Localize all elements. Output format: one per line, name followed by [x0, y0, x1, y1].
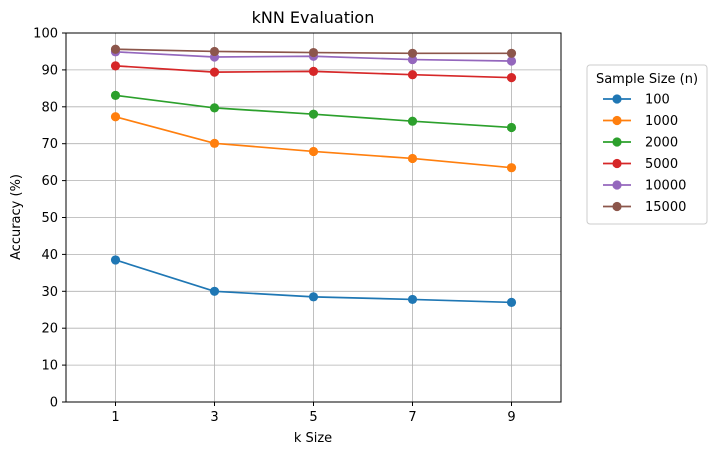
- y-tick-label: 40: [41, 248, 58, 263]
- x-axis-title: k Size: [294, 431, 332, 446]
- y-tick-label: 70: [41, 137, 58, 152]
- y-tick-label: 20: [41, 322, 58, 337]
- legend-swatch-marker: [612, 201, 622, 212]
- legend-item: 2000: [603, 136, 678, 151]
- y-axis-title: Accuracy (%): [9, 174, 24, 260]
- y-tick-label: 80: [41, 100, 58, 115]
- grid: [66, 32, 561, 403]
- legend-swatch-marker: [612, 158, 622, 169]
- data-point: [308, 109, 319, 119]
- legend-item: 1000: [603, 114, 678, 129]
- data-point: [209, 138, 220, 148]
- x-tick-label: 5: [309, 410, 317, 425]
- series-layer: [110, 44, 517, 307]
- x-tick-label: 3: [210, 410, 218, 425]
- legend-swatch-marker: [612, 115, 622, 126]
- data-point: [407, 116, 418, 126]
- data-point: [407, 153, 418, 164]
- chart-title: kNN Evaluation: [252, 8, 375, 27]
- data-point: [506, 122, 517, 133]
- data-point: [209, 46, 220, 57]
- series-2000: [110, 90, 517, 133]
- legend-item: 100: [603, 93, 670, 108]
- legend-label: 10000: [645, 179, 686, 194]
- x-tick-label: 1: [111, 410, 119, 425]
- data-point: [506, 73, 517, 83]
- data-point: [506, 48, 517, 58]
- data-point: [209, 103, 220, 113]
- series-15000: [110, 44, 517, 58]
- legend-swatch-marker: [612, 137, 622, 147]
- data-point: [110, 255, 121, 265]
- legend-title: Sample Size (n): [596, 72, 698, 87]
- legend-item: 5000: [603, 157, 678, 172]
- legend-label: 1000: [645, 114, 678, 129]
- legend-label: 100: [645, 93, 670, 108]
- legend-item: 10000: [603, 179, 686, 194]
- data-point: [308, 146, 319, 157]
- x-tick-label: 7: [408, 410, 416, 425]
- data-point: [110, 61, 121, 71]
- data-point: [308, 66, 319, 76]
- legend-label: 5000: [645, 157, 678, 172]
- legend-swatch-marker: [612, 180, 622, 190]
- y-tick-label: 0: [50, 396, 58, 411]
- data-point: [506, 56, 517, 66]
- data-point: [209, 67, 220, 77]
- data-point: [407, 48, 418, 58]
- legend-item: 15000: [603, 200, 686, 215]
- data-point: [506, 163, 517, 173]
- x-tick-label: 9: [507, 410, 515, 425]
- series-1000: [110, 112, 517, 173]
- series-5000: [110, 61, 517, 83]
- data-point: [308, 292, 319, 302]
- legend-swatch-marker: [612, 94, 622, 104]
- y-tick-label: 30: [41, 285, 58, 300]
- data-point: [110, 44, 121, 54]
- legend-label: 15000: [645, 200, 686, 215]
- y-tick-label: 10: [41, 359, 58, 374]
- data-point: [407, 70, 418, 80]
- data-point: [209, 286, 220, 296]
- data-point: [506, 297, 517, 307]
- y-tick-label: 100: [33, 27, 58, 42]
- series-100: [110, 255, 517, 307]
- y-tick-label: 50: [41, 211, 58, 226]
- data-point: [407, 294, 418, 305]
- y-tick-label: 60: [41, 174, 58, 189]
- data-point: [308, 47, 319, 58]
- legend-label: 2000: [645, 136, 678, 151]
- legend: Sample Size (n) 100 1000 2000 5000 10000 15000: [586, 64, 708, 225]
- data-point: [110, 112, 121, 122]
- y-tick-label: 90: [41, 63, 58, 78]
- data-point: [110, 90, 121, 100]
